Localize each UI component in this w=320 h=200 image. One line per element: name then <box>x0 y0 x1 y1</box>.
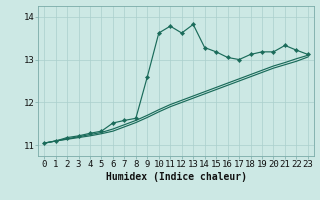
X-axis label: Humidex (Indice chaleur): Humidex (Indice chaleur) <box>106 172 246 182</box>
